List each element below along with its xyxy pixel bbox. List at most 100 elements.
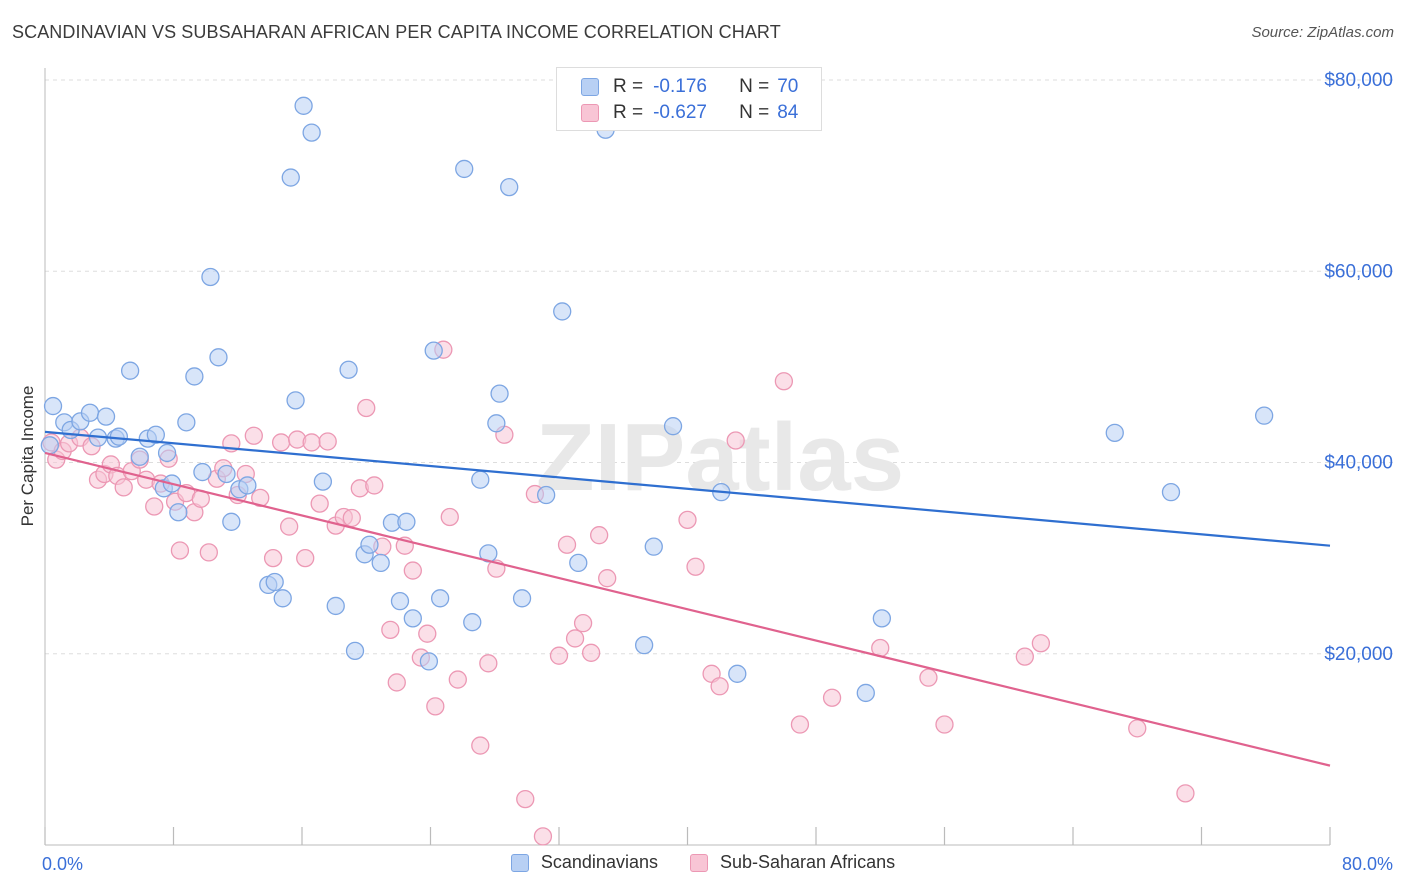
legend-label: Scandinavians [540, 852, 658, 872]
scandinavian-point [634, 635, 654, 655]
sub-saharan-point [919, 668, 938, 687]
sub-saharan-point [710, 677, 729, 696]
n-label: N = [739, 102, 770, 123]
sub-saharan-point [244, 426, 263, 445]
sub-saharan-point [357, 398, 376, 418]
series-legend: Scandinavians Sub-Saharan Africans [0, 852, 1406, 873]
scandinavian-point [273, 589, 292, 608]
sub-saharan-point [1015, 647, 1034, 666]
scandinavian-point [856, 683, 875, 703]
scandinavian-point [371, 553, 390, 573]
sub-saharan-point [822, 688, 842, 707]
scandinavian-point [193, 462, 212, 482]
sub-saharan-point [590, 526, 609, 545]
scandinavian-point [109, 427, 129, 446]
sub-saharan-point [302, 433, 321, 452]
y-tick-label: $80,000 [1324, 70, 1393, 91]
scandinavian-point [728, 664, 747, 683]
stats-row-sub-saharan: R = -0.627 N = 84 [581, 101, 798, 125]
sub-saharan-point [381, 620, 400, 639]
scandinavian-point [265, 572, 284, 592]
scandinavian-point [313, 472, 333, 491]
sub-saharan-point [726, 431, 745, 450]
stats-legend: R = -0.176 N = 70 R = -0.627 N = 84 [556, 67, 822, 131]
sub-saharan-point [774, 372, 794, 391]
n-value: 84 [777, 102, 799, 123]
scandinavian-point [281, 168, 300, 187]
scandinavian-point [455, 159, 474, 179]
sub-saharan-point [145, 497, 164, 516]
sub-saharan-point [426, 697, 445, 716]
scandinavian-point [96, 407, 116, 426]
axes [44, 68, 1331, 846]
n-value: 70 [777, 76, 799, 97]
scandinavian-point [419, 652, 439, 671]
sub-saharan-point [342, 508, 361, 528]
sub-saharan-point [271, 433, 291, 452]
scandinavian-point [471, 470, 490, 489]
chart-title: SCANDINAVIAN VS SUBSAHARAN AFRICAN PER C… [12, 22, 781, 42]
scandinavian-point [326, 596, 345, 616]
sub-saharan-point [678, 510, 697, 530]
scandinavian-point [238, 476, 257, 495]
legend-item-sub-saharan[interactable]: Sub-Saharan Africans [689, 852, 895, 873]
y-tick-label: $20,000 [1324, 644, 1393, 665]
n-label: N = [739, 76, 770, 97]
scandinavian-point [146, 425, 165, 444]
sub-saharan-point [581, 643, 601, 662]
sub-saharan-point [310, 494, 329, 513]
x-tick-label: 0.0% [42, 854, 83, 874]
scandinavian-point [512, 589, 532, 608]
scandinavian-point [487, 414, 506, 433]
sub-saharan-point [387, 673, 406, 692]
scandinavian-point [157, 443, 177, 463]
scandinavian-point [339, 360, 358, 379]
scandinavian-point [43, 396, 63, 416]
scandinavian-point [390, 592, 410, 611]
sub-saharan-point [296, 548, 315, 568]
sub-saharan-point [263, 548, 283, 568]
sub-saharan-point [418, 624, 437, 643]
sub-saharan-point [573, 614, 593, 633]
sub-saharan-point [114, 478, 133, 497]
scandinavian-point [1105, 423, 1124, 443]
r-label: R = [613, 102, 644, 123]
sub-saharan-point [199, 543, 218, 562]
sub-saharan-trend-line [44, 451, 1331, 767]
scandinavian-point [120, 361, 140, 380]
scandinavian-point [644, 537, 663, 556]
scandinavians-swatch [581, 78, 599, 96]
sub-saharan-point [440, 507, 459, 527]
trend-lines [44, 430, 1331, 767]
sub-saharan-point [686, 557, 705, 576]
scandinavian-point [209, 348, 228, 367]
sub-saharan-point [279, 517, 299, 536]
y-tick-label: $40,000 [1324, 453, 1393, 474]
scandinavian-point [169, 503, 188, 522]
y-tick-labels: $20,000 $40,000 $60,000 $80,000 [1324, 70, 1393, 665]
sub-saharan-point [479, 654, 498, 673]
sub-saharan-point [170, 541, 190, 560]
scandinavians-swatch [510, 853, 529, 872]
sub-saharan-point [1031, 634, 1051, 653]
legend-item-scandinavians[interactable]: Scandinavians [510, 852, 658, 873]
scandinavian-trend-line [44, 430, 1331, 547]
scandinavian-points [40, 96, 1274, 703]
scandinavian-point [424, 341, 443, 360]
scandinavian-point [663, 417, 683, 436]
sub-saharan-point [565, 629, 585, 648]
scandinavian-point [463, 613, 482, 632]
scandinavian-point [360, 535, 379, 554]
scandinavian-point [569, 553, 588, 573]
sub-saharan-point [533, 827, 553, 846]
sub-saharan-swatch [689, 853, 708, 872]
sub-saharan-point [471, 736, 490, 755]
scandinavian-point [217, 464, 236, 484]
scandinavian-point [201, 267, 220, 287]
sub-saharan-point [1128, 719, 1147, 738]
sub-saharan-swatch [581, 104, 599, 122]
stats-row-scandinavians: R = -0.176 N = 70 [581, 75, 798, 99]
source-credit: Source: ZipAtlas.com [1251, 24, 1394, 41]
scandinavian-point [403, 609, 422, 628]
